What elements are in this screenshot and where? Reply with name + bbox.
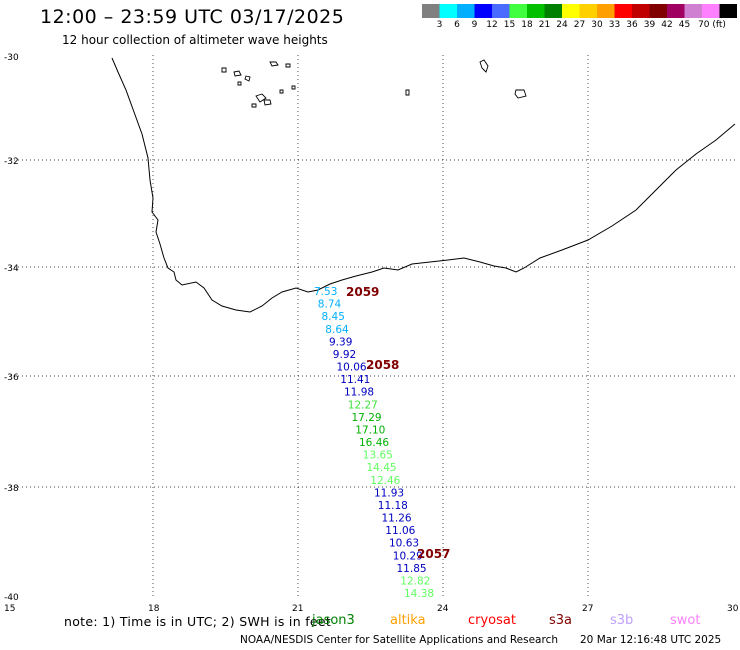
wave-height-value: 11.06 (385, 525, 415, 537)
colorbar-swatch (579, 4, 597, 18)
map-subtitle: 12 hour collection of altimeter wave hei… (62, 33, 328, 47)
wave-height-value: 7.53 (314, 286, 337, 298)
colorbar-tick-label: 15 (503, 20, 516, 30)
colorbar-swatch (509, 4, 527, 18)
wave-height-value: 17.29 (352, 412, 382, 424)
wave-height-colorbar (422, 4, 737, 18)
satellite-legend-item: jason3 (312, 613, 355, 628)
wave-height-value: 8.64 (325, 324, 349, 336)
wave-height-value: 11.93 (374, 487, 404, 499)
wave-height-value: 11.41 (340, 374, 370, 386)
wave-height-value: 17.10 (355, 424, 385, 436)
satellite-legend-item: cryosat (468, 613, 516, 628)
lat-label: -40 (4, 593, 19, 603)
colorbar-swatch (492, 4, 510, 18)
satellite-legend-item: s3b (610, 613, 634, 628)
wave-height-value: 10.06 (337, 362, 367, 374)
lat-label: -30 (4, 53, 19, 63)
axis-labels: -30 -32 -34 -36 -38 -40 15 18 21 24 27 3… (4, 53, 739, 612)
colorbar-tick-label: 18 (521, 20, 533, 30)
wave-height-value: 12.46 (370, 475, 400, 487)
pass-id-label: 2057 (417, 547, 450, 561)
colorbar-tick-label: 12 (486, 20, 498, 30)
colorbar-tick-label: 6 (454, 20, 460, 30)
lat-lon-grid (10, 55, 735, 598)
colorbar-swatch (544, 4, 562, 18)
colorbar-swatch (649, 4, 667, 18)
map-title: 12:00 – 23:59 UTC 03/17/2025 (40, 6, 345, 28)
colorbar-tick-label: 33 (608, 20, 621, 30)
wave-height-value: 9.39 (329, 336, 352, 348)
south-africa-coastline (111, 57, 736, 313)
colorbar-swatch (562, 4, 580, 18)
wave-height-value: 14.38 (404, 588, 434, 600)
satellite-legend-item: s3a (549, 613, 573, 628)
lat-label: -36 (4, 373, 19, 383)
footer-note: note: 1) Time is in UTC; 2) SWH is in fe… (64, 614, 332, 629)
colorbar-swatch (474, 4, 492, 18)
colorbar-tick-label: 27 (573, 20, 586, 30)
colorbar-swatch (527, 4, 545, 18)
satellite-legend-item: swot (670, 613, 701, 628)
wave-height-value: 10.63 (389, 538, 419, 550)
colorbar-swatch (702, 4, 720, 18)
credit-line: NOAA/NESDIS Center for Satellite Applica… (240, 634, 558, 646)
colorbar-labels: 3 6 9 12 15 18 21 24 27 30 33 36 39 42 45 70 (ft) (422, 20, 740, 34)
colorbar-swatch (667, 4, 685, 18)
colorbar-tick-label: 70 (ft) (698, 20, 726, 30)
colorbar-swatch (439, 4, 457, 18)
colorbar-tick-label: 30 (591, 20, 603, 30)
pass-labels: 2059 2058 2057 (346, 285, 450, 561)
lon-label: 21 (292, 604, 303, 612)
islands (221, 59, 527, 108)
colorbar-swatch (684, 4, 702, 18)
wave-height-value: 11.18 (378, 500, 408, 512)
wave-height-value: 8.74 (318, 299, 342, 311)
colorbar-swatch (457, 4, 475, 18)
wave-height-value: 8.45 (322, 311, 345, 323)
wave-height-value: 12.27 (348, 399, 378, 411)
colorbar-swatch (597, 4, 615, 18)
wave-height-value: 11.98 (344, 387, 374, 399)
lat-label: -34 (4, 264, 19, 274)
wave-height-value: 11.85 (397, 563, 427, 575)
colorbar-tick-label: 9 (471, 20, 478, 30)
wave-height-value: 9.92 (333, 349, 356, 361)
generated-timestamp: 20 Mar 12:16:48 UTC 2025 (580, 634, 722, 646)
colorbar-tick-label: 21 (538, 20, 551, 30)
lat-label: -38 (4, 484, 19, 494)
pass-id-label: 2059 (346, 285, 379, 299)
pass-id-label: 2058 (366, 358, 399, 372)
lon-label: 24 (437, 604, 449, 612)
colorbar-tick-label: 3 (436, 20, 443, 30)
colorbar-tick-label: 24 (556, 20, 568, 30)
colorbar-swatch (719, 4, 737, 18)
lon-label: 30 (727, 604, 739, 612)
colorbar-swatch (422, 4, 440, 18)
wave-height-labels: 7.538.748.458.649.399.9210.0611.4111.981… (314, 286, 434, 600)
wave-height-value: 10.29 (393, 550, 423, 562)
satellite-legend-item: altika (390, 613, 426, 628)
wave-height-value: 11.26 (382, 513, 412, 525)
wave-height-value: 14.45 (367, 462, 397, 474)
colorbar-tick-label: 36 (626, 20, 638, 30)
lat-label: -32 (4, 157, 19, 167)
lon-label: 18 (148, 604, 160, 612)
colorbar-tick-label: 39 (643, 20, 656, 30)
colorbar-tick-label: 42 (661, 20, 673, 30)
lon-label: 27 (582, 604, 593, 612)
lon-label: 15 (4, 604, 15, 612)
altimeter-map: -30 -32 -34 -36 -38 -40 15 18 21 24 27 3… (4, 53, 739, 612)
wave-height-value: 12.82 (400, 575, 430, 587)
colorbar-swatch (614, 4, 632, 18)
wave-height-value: 16.46 (359, 437, 389, 449)
colorbar-tick-label: 45 (678, 20, 691, 30)
colorbar-swatch (632, 4, 650, 18)
wave-height-value: 13.65 (363, 450, 393, 462)
